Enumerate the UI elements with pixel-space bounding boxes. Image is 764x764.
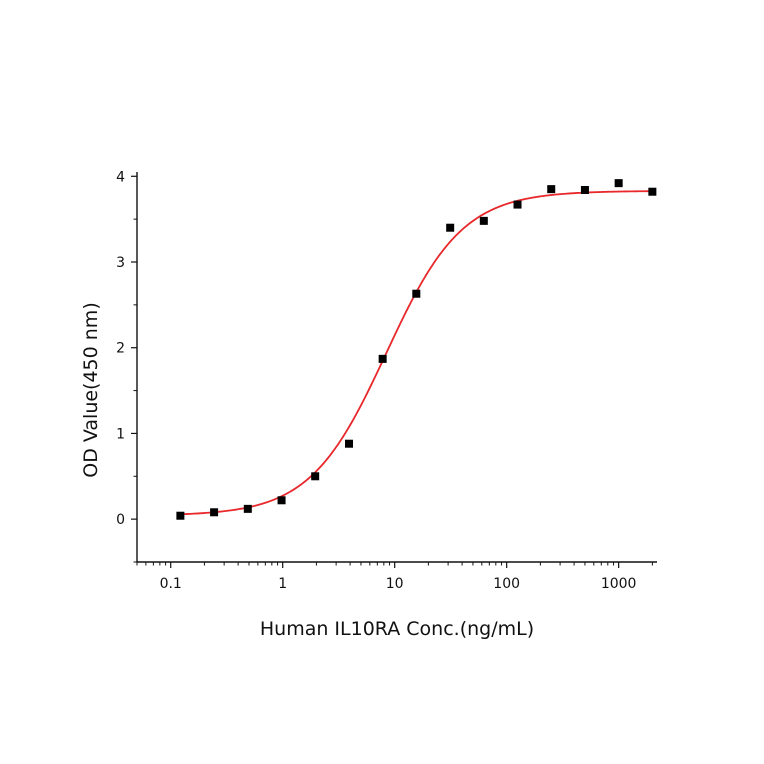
data-point [345, 439, 354, 448]
data-point [513, 200, 522, 209]
y-tick-label: 1 [116, 426, 125, 442]
data-point [210, 508, 219, 517]
axes [136, 172, 657, 563]
y-tick-label: 4 [116, 169, 125, 185]
data-point [614, 179, 623, 188]
x-tick-label: 1000 [601, 576, 637, 592]
x-tick-label: 1 [278, 576, 287, 592]
data-point [412, 289, 421, 298]
x-tick-label: 0.1 [160, 576, 182, 592]
y-axis-label: OD Value(450 nm) [80, 302, 102, 477]
y-axis-ticks: 0 1 2 3 4 [116, 169, 137, 563]
data-point [311, 472, 320, 481]
data-point [479, 216, 488, 225]
y-tick-label: 2 [116, 341, 125, 357]
x-tick-label: 10 [386, 576, 404, 592]
data-point [243, 504, 252, 513]
data-point [378, 354, 387, 363]
data-point [176, 511, 185, 520]
y-tick-label: 3 [116, 255, 125, 271]
y-tick-label: 0 [116, 512, 125, 528]
data-points [176, 179, 657, 520]
fit-curve [180, 190, 653, 516]
data-point [277, 496, 286, 505]
data-point [580, 186, 589, 194]
data-point [446, 223, 455, 232]
x-axis-ticks: 0.1 1 10 100 1000 [136, 562, 653, 592]
x-tick-label: 100 [493, 576, 520, 592]
data-point [547, 185, 556, 194]
data-point [648, 187, 657, 196]
fit-curve-group [180, 190, 653, 516]
x-axis-label: Human IL10RA Conc.(ng/mL) [260, 618, 534, 640]
